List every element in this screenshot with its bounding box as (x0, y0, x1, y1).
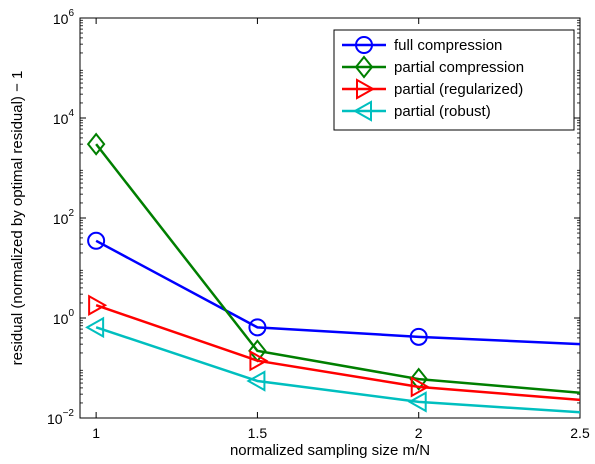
y-tick-label: 10−2 (47, 408, 74, 427)
series-partial-compression (86, 132, 580, 394)
legend-box (333, 29, 575, 131)
legend-marker-partial-robust (352, 100, 372, 122)
x-tick-label: 1.5 (248, 425, 268, 441)
data-point-partial-robust (407, 391, 427, 413)
y-tick-label: 106 (53, 8, 75, 27)
series-line-partial-regularized (95, 304, 580, 402)
legend-marker-full-compression (355, 36, 373, 54)
data-point-partial-robust (246, 370, 266, 392)
x-tick-label: 2.5 (570, 425, 590, 441)
legend-label-partial-robust: partial (robust) (394, 103, 491, 120)
data-point-partial-regularized (249, 349, 269, 372)
legend: full compression partial compression parti… (333, 29, 575, 131)
data-point-partial-compression (86, 132, 106, 156)
data-point-full-compression (248, 318, 267, 337)
legend-marker-partial-regularized (356, 78, 376, 100)
y-axis-title: residual (normalized by optimal residual… (9, 71, 26, 366)
legend-marker-partial-compression (354, 55, 374, 79)
data-point-partial-regularized (88, 294, 108, 316)
series-line-partial-robust (95, 326, 580, 414)
legend-label-partial-regularized: partial (regularized) (394, 81, 523, 98)
series-partial-robust (85, 316, 580, 414)
series-partial-regularized (88, 294, 580, 402)
series-line-partial-compression (95, 143, 580, 394)
data-point-full-compression (87, 231, 106, 250)
legend-label-full-compression: full compression (394, 37, 502, 54)
y-tick-label: 100 (53, 308, 75, 327)
data-point-partial-compression (409, 367, 428, 391)
x-tick-label: 1 (92, 425, 100, 441)
y-tick-label: 104 (53, 108, 75, 127)
series-full-compression (87, 231, 580, 346)
data-point-partial-robust (85, 316, 105, 339)
data-point-partial-regularized (410, 376, 430, 398)
data-point-full-compression (409, 327, 428, 346)
y-tick-label: 102 (53, 208, 75, 227)
x-axis-title: normalized sampling size m/N (230, 442, 430, 459)
series-line-full-compression (95, 239, 580, 346)
x-tick-label: 2 (415, 425, 423, 441)
legend-label-partial-compression: partial compression (394, 59, 524, 76)
